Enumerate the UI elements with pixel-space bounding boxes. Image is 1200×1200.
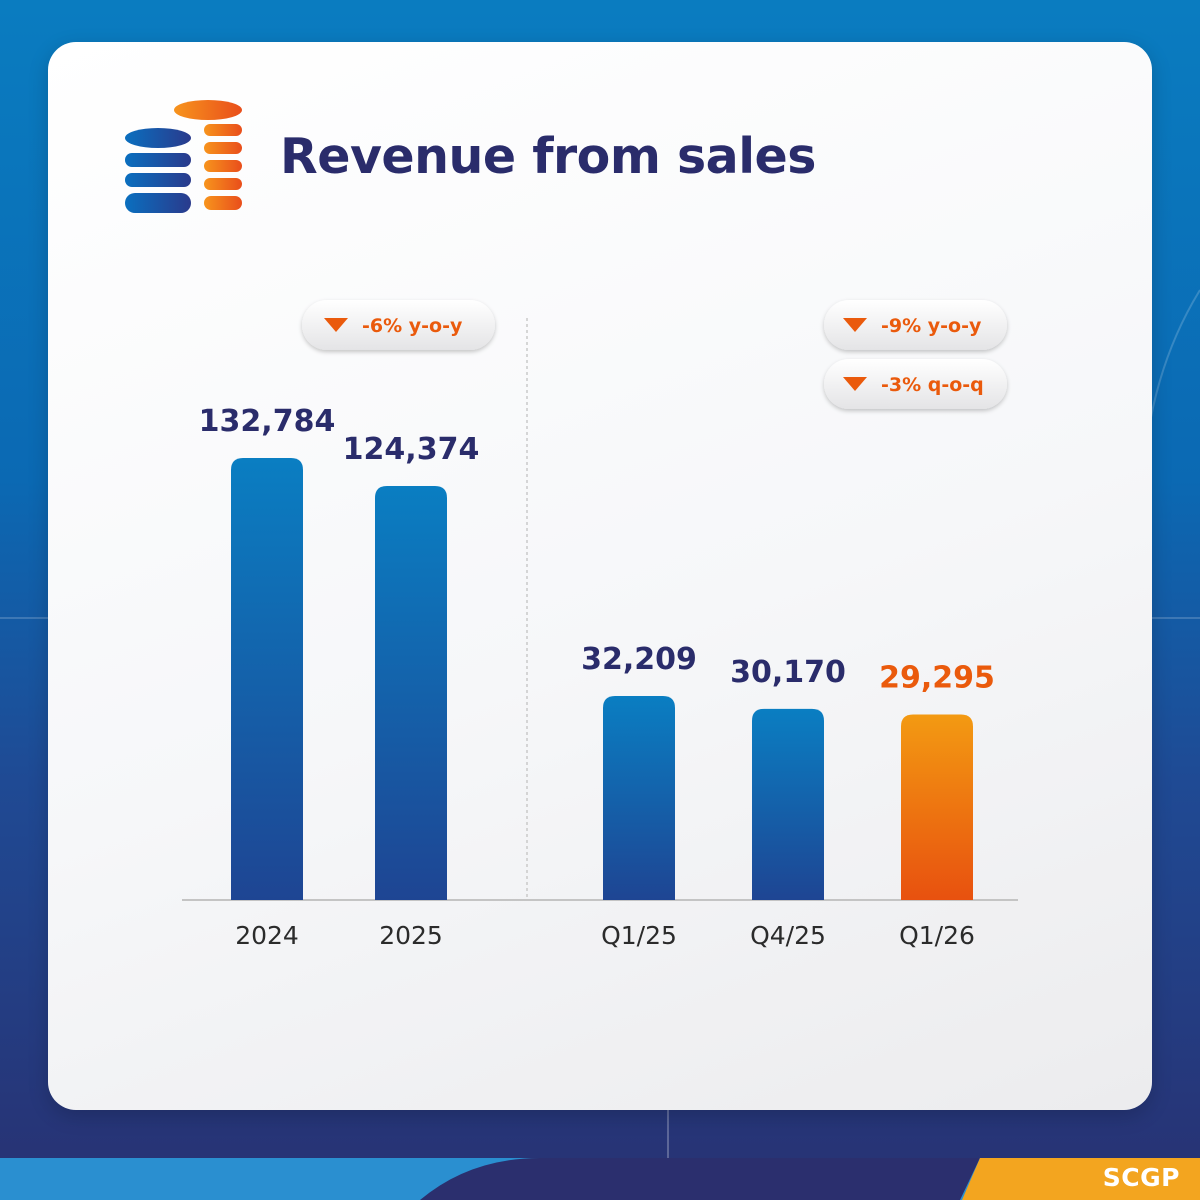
badge-quarter-yoy-label: -9% y-o-y xyxy=(881,315,982,337)
badge-quarter-qoq: -3% q-o-q xyxy=(824,359,1007,409)
tick-label-q4-25: Q4/25 xyxy=(750,921,826,950)
value-label-2024: 132,784 xyxy=(199,404,336,439)
bar-q1-25 xyxy=(603,696,675,900)
tick-label-q1-26: Q1/26 xyxy=(899,921,975,950)
value-label-2025: 124,374 xyxy=(343,432,480,467)
badge-annual-yoy: -6% y-o-y xyxy=(302,300,495,350)
down-triangle-icon xyxy=(843,377,867,391)
down-triangle-icon xyxy=(843,318,867,332)
value-label-q1-26: 29,295 xyxy=(879,660,995,695)
coin-stack-icon xyxy=(125,100,242,213)
value-label-q4-25: 30,170 xyxy=(730,655,846,690)
badge-quarter-qoq-label: -3% q-o-q xyxy=(881,374,984,396)
bar-q4-25 xyxy=(752,708,824,900)
badge-quarter-yoy: -9% y-o-y xyxy=(824,300,1007,350)
bar-2025 xyxy=(375,485,447,900)
bar-q1-26 xyxy=(901,714,973,900)
brand-logo: SCGP xyxy=(1102,1163,1180,1192)
chart-title: Revenue from sales xyxy=(280,128,816,185)
tick-label-2025: 2025 xyxy=(379,921,443,950)
bar-2024 xyxy=(231,458,303,900)
tick-label-q1-25: Q1/25 xyxy=(601,921,677,950)
value-label-q1-25: 32,209 xyxy=(581,642,697,677)
tick-label-2024: 2024 xyxy=(235,921,299,950)
badge-annual-yoy-label: -6% y-o-y xyxy=(362,315,463,337)
down-triangle-icon xyxy=(324,318,348,332)
